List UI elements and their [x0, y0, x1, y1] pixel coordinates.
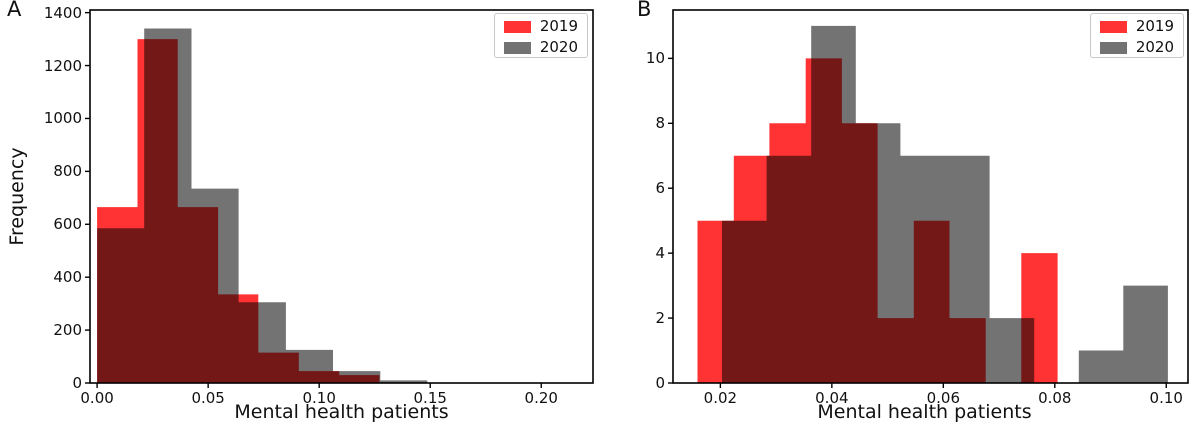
legend-entry-2020: 2020 — [503, 38, 578, 56]
panel-letter-b: B — [637, 0, 652, 21]
y-tick-label: 1000 — [43, 109, 82, 128]
x-axis-label-panel-b: Mental health patients — [817, 401, 1032, 423]
axes-frame-B — [672, 9, 1189, 384]
y-tick-label: 6 — [655, 179, 665, 198]
x-tick-label: 0.20 — [524, 389, 558, 407]
y-tick-label: 1200 — [43, 56, 82, 75]
x-tick-label: 0.00 — [80, 389, 114, 407]
x-tick-label: 0.04 — [815, 389, 849, 407]
y-tick-label: 200 — [53, 321, 82, 340]
y-tick-label: 400 — [53, 268, 82, 287]
y-tick-label: 800 — [53, 162, 82, 181]
x-tick-label: 0.10 — [1149, 389, 1183, 407]
y-tick-label: 8 — [655, 114, 665, 133]
legend-label-2019: 2019 — [539, 17, 578, 35]
x-tick-label: 0.06 — [926, 389, 961, 407]
x-tick-label: 0.05 — [191, 389, 225, 407]
legend-entry-2019: 2019 — [1099, 17, 1174, 35]
legend-label-2019: 2019 — [1135, 17, 1174, 35]
y-tick-label: 1400 — [43, 3, 82, 22]
legend-entry-2019: 2019 — [503, 17, 578, 35]
legend-swatch-2020 — [1099, 41, 1127, 54]
x-axis-label-panel-a: Mental health patients — [234, 401, 449, 423]
hist-B-2020 — [722, 25, 1168, 384]
y-tick-label: 0 — [655, 374, 665, 392]
x-tick-label: 0.08 — [1038, 389, 1072, 407]
legend-label-2020: 2020 — [1135, 38, 1174, 56]
y-tick-label: 0 — [72, 374, 82, 392]
panel-letter-a: A — [7, 0, 22, 21]
legend-swatch-2020 — [503, 41, 531, 54]
legend-entry-2020: 2020 — [1099, 38, 1174, 56]
legend-label-2020: 2020 — [539, 38, 578, 56]
axes-frame-A — [89, 9, 594, 384]
legend-swatch-2019 — [1099, 20, 1127, 33]
x-tick-label: 0.10 — [302, 389, 336, 407]
y-axis-label-frequency: Frequency — [6, 147, 28, 246]
legend-panel-b: 2019 2020 — [1089, 13, 1184, 58]
legend-swatch-2019 — [503, 20, 531, 33]
x-tick-label: 0.02 — [703, 389, 738, 407]
y-tick-label: 600 — [53, 215, 82, 234]
y-tick-label: 10 — [645, 49, 665, 68]
y-tick-label: 4 — [655, 244, 665, 263]
y-tick-label: 2 — [655, 309, 665, 328]
x-tick-label: 0.15 — [413, 389, 447, 407]
legend-panel-a: 2019 2020 — [493, 13, 588, 58]
hist-A-2020 — [97, 28, 428, 383]
